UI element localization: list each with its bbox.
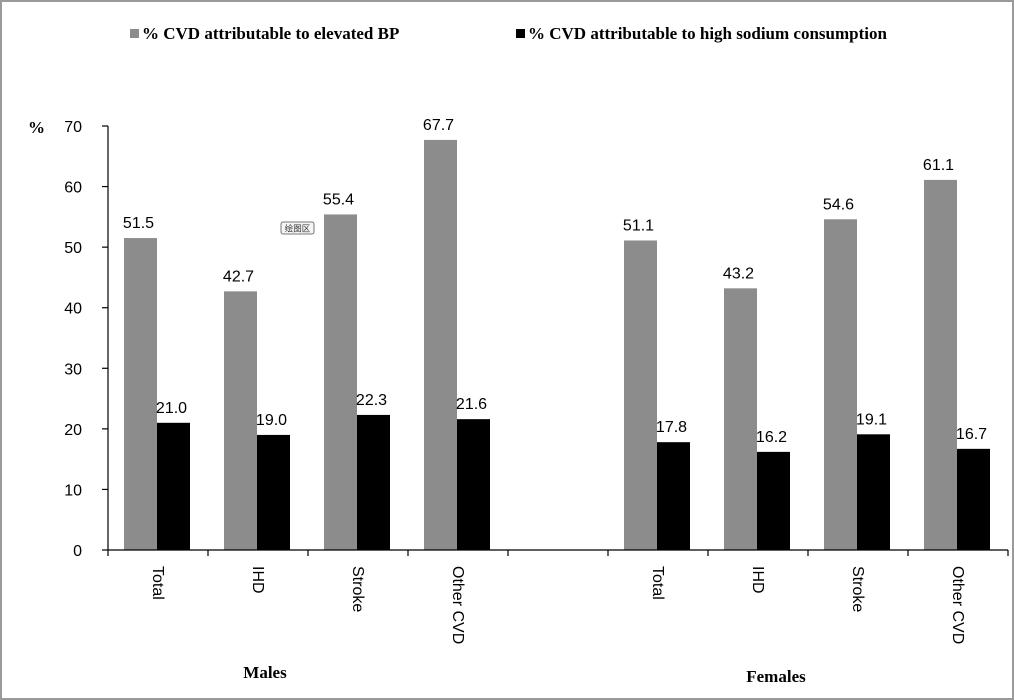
y-axis-label: % <box>28 118 45 137</box>
data-label: 22.3 <box>356 392 387 409</box>
legend-swatch-2 <box>516 29 525 38</box>
x-tick-label: Stroke <box>849 566 866 612</box>
bar-1-3 <box>324 214 357 551</box>
bar-2-1 <box>157 422 190 550</box>
y-axis: 0 10 20 30 40 50 60 70 <box>64 119 109 560</box>
bar-2-5 <box>657 442 690 550</box>
bar-1-7 <box>824 219 857 550</box>
group-labels: Males Females <box>243 663 806 686</box>
y-tick-label: 40 <box>64 301 82 318</box>
x-tick-label: Stroke <box>349 566 366 612</box>
bar-2-8 <box>957 448 990 550</box>
x-tick-label: Total <box>649 566 666 600</box>
bar-1-6 <box>724 288 757 550</box>
x-tick-label: Total <box>149 566 166 600</box>
data-label: 43.2 <box>723 265 754 282</box>
bars: 51.5 21.0 42.7 19.0 55.4 22.3 67.7 21.6 51.1 17.8… <box>123 117 990 551</box>
data-label: 42.7 <box>223 268 254 285</box>
y-tick-label: 20 <box>64 422 82 439</box>
x-tick-label: IHD <box>249 566 266 594</box>
bar-2-4 <box>457 419 490 550</box>
group-label-2: Females <box>746 667 806 686</box>
y-tick-label: 60 <box>64 180 82 197</box>
x-tick-label: IHD <box>749 566 766 594</box>
x-axis: Total IHD Stroke Other CVD Total IHD Stroke Oth… <box>107 549 1009 644</box>
bar-1-1 <box>124 238 157 551</box>
data-label: 51.5 <box>123 215 154 232</box>
legend-label-2: % CVD attributable to high sodium consum… <box>528 24 887 43</box>
data-label: 21.6 <box>456 396 487 413</box>
group-label-1: Males <box>243 663 287 682</box>
plot-area-tooltip-text: 绘图区 <box>285 224 311 234</box>
bar-1-5 <box>624 240 657 551</box>
legend: % CVD attributable to elevated BP % CVD a… <box>130 24 887 43</box>
legend-swatch-1 <box>130 29 139 38</box>
bar-1-2 <box>224 291 257 550</box>
bar-2-3 <box>357 414 390 550</box>
y-tick-label: 10 <box>64 482 82 499</box>
y-tick-label: 0 <box>73 543 82 560</box>
bar-2-2 <box>257 434 290 550</box>
data-label: 16.2 <box>756 429 787 446</box>
bar-1-4 <box>424 139 457 550</box>
bar-1-8 <box>924 179 957 550</box>
data-label: 19.0 <box>256 412 287 429</box>
data-label: 19.1 <box>856 411 887 428</box>
x-tick-label: Other CVD <box>949 566 966 644</box>
data-label: 67.7 <box>423 117 454 134</box>
data-label: 55.4 <box>323 191 354 208</box>
data-label: 16.7 <box>956 426 987 443</box>
plot-area-tooltip: 绘图区 <box>280 221 315 235</box>
bar-2-6 <box>757 451 790 550</box>
y-tick-label: 50 <box>64 240 82 257</box>
data-label: 54.6 <box>823 196 854 213</box>
x-tick-label: Other CVD <box>449 566 466 644</box>
data-label: 51.1 <box>623 217 654 234</box>
data-label: 17.8 <box>656 419 687 436</box>
y-tick-label: 30 <box>64 361 82 378</box>
data-label: 61.1 <box>923 157 954 174</box>
data-label: 21.0 <box>156 400 187 417</box>
bar-2-7 <box>857 434 890 550</box>
legend-label-1: % CVD attributable to elevated BP <box>142 24 399 43</box>
y-tick-label: 70 <box>64 119 82 136</box>
